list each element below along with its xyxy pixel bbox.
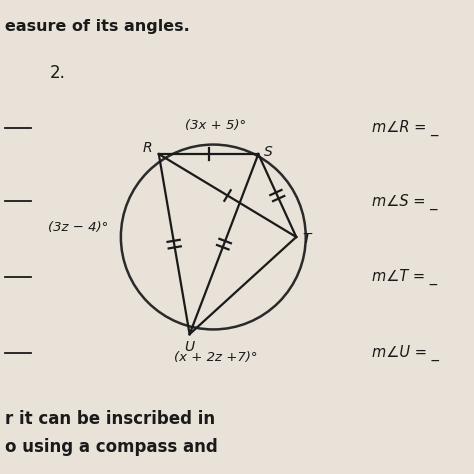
Text: 2.: 2. — [50, 64, 65, 82]
Text: (x + 2z +7)°: (x + 2z +7)° — [174, 351, 257, 365]
Text: (3x + 5)°: (3x + 5)° — [185, 119, 246, 132]
Text: S: S — [264, 145, 272, 159]
Text: o using a compass and: o using a compass and — [5, 438, 218, 456]
Text: R: R — [142, 141, 152, 155]
Text: easure of its angles.: easure of its angles. — [5, 18, 190, 34]
Text: r it can be inscribed in: r it can be inscribed in — [5, 410, 215, 428]
Text: m∠T = _: m∠T = _ — [372, 269, 437, 285]
Text: T: T — [302, 232, 311, 246]
Text: m∠S = _: m∠S = _ — [372, 193, 438, 210]
Text: m∠R = _: m∠R = _ — [372, 120, 438, 136]
Text: U: U — [184, 340, 195, 355]
Text: m∠U = _: m∠U = _ — [372, 345, 439, 361]
Text: (3z − 4)°: (3z − 4)° — [48, 221, 109, 234]
